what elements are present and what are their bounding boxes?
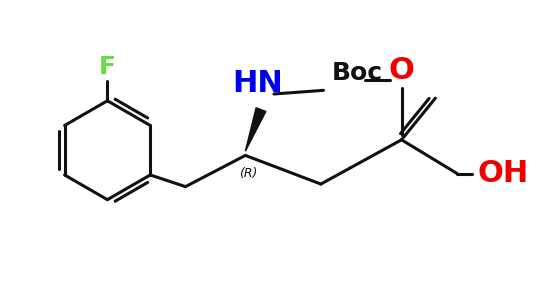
Text: HN: HN bbox=[232, 69, 283, 98]
Text: (R): (R) bbox=[239, 167, 257, 180]
Polygon shape bbox=[246, 108, 266, 151]
Text: F: F bbox=[99, 55, 116, 79]
Text: Boc: Boc bbox=[331, 61, 383, 85]
Text: O: O bbox=[389, 56, 414, 85]
Text: OH: OH bbox=[477, 159, 528, 188]
